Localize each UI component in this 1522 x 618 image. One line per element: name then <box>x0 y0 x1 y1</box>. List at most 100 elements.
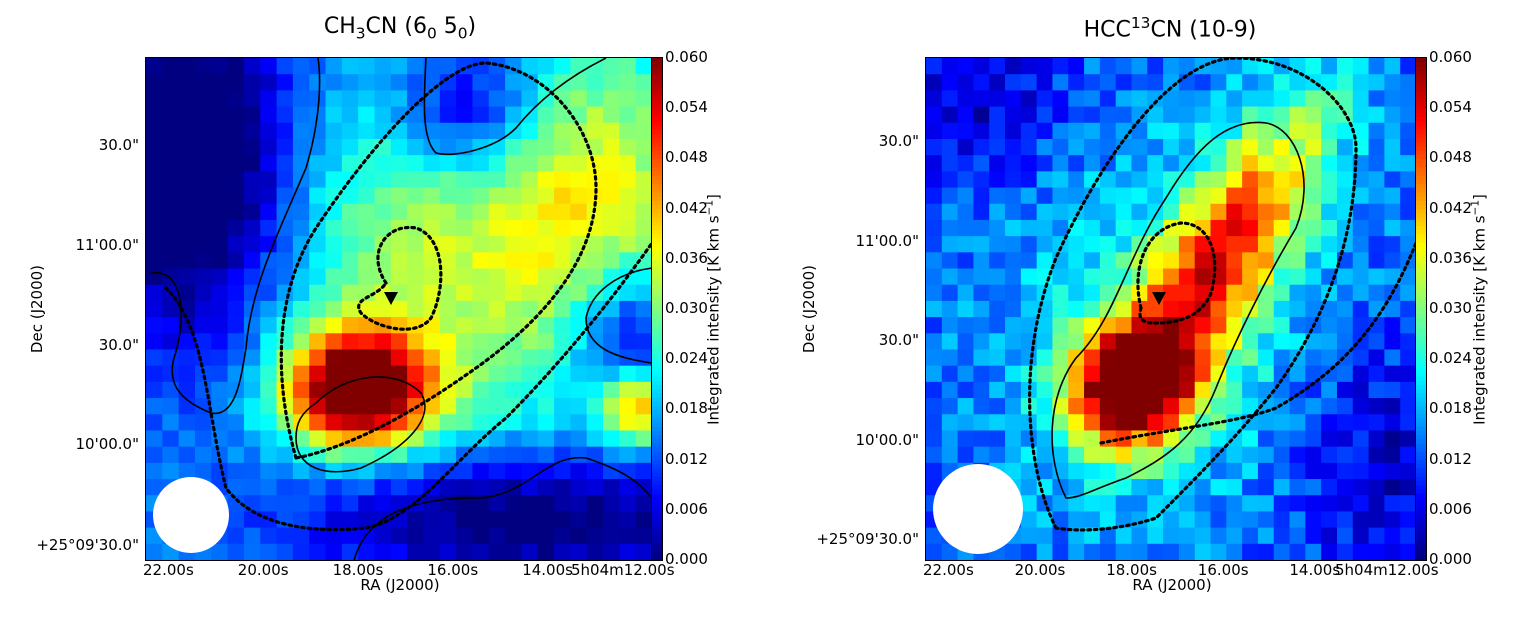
heatmap-cell <box>407 90 425 108</box>
heatmap-cell <box>1084 187 1101 205</box>
heatmap-cell <box>554 138 571 156</box>
heatmap-cell <box>1368 138 1385 156</box>
beam-circle <box>933 464 1023 554</box>
heatmap-cell <box>325 268 343 286</box>
heatmap-cell <box>1400 74 1416 91</box>
heatmap-cell <box>1005 138 1022 156</box>
heatmap-cell <box>374 74 392 91</box>
heatmap-cell <box>227 187 245 205</box>
heatmap-cell <box>146 446 163 464</box>
heatmap-cell <box>309 58 327 75</box>
heatmap-cell <box>374 333 392 351</box>
heatmap-cell <box>423 495 441 513</box>
heatmap-cell <box>570 462 588 480</box>
colorbar-tick-label: 0.018 <box>1429 399 1472 418</box>
heatmap-cell <box>341 219 359 237</box>
heatmap-cell <box>276 333 294 351</box>
heatmap-cell <box>603 219 620 237</box>
heatmap-cell <box>1163 333 1180 351</box>
heatmap-cell <box>194 430 212 448</box>
heatmap-cell <box>1115 219 1133 237</box>
heatmap-cell <box>1052 430 1069 448</box>
heatmap-cell <box>1036 155 1054 172</box>
heatmap-cell <box>374 219 392 237</box>
colorbar-tick-label: 0.060 <box>665 48 708 66</box>
heatmap-cell <box>570 365 588 383</box>
heatmap-cell <box>146 74 163 91</box>
heatmap-cell <box>1052 171 1069 189</box>
heatmap-cell <box>1036 398 1054 415</box>
heatmap-cell <box>1020 527 1038 545</box>
heatmap-cell <box>1242 511 1259 529</box>
heatmap-cell <box>390 462 408 480</box>
heatmap-cell <box>1099 138 1117 156</box>
heatmap-cell <box>1147 414 1164 432</box>
heatmap-cell <box>1194 268 1212 286</box>
heatmap-cell <box>292 106 310 124</box>
heatmap-cell <box>973 171 990 189</box>
heatmap-cell <box>423 365 441 383</box>
heatmap-cell <box>1099 430 1117 448</box>
heatmap-cell <box>1036 446 1054 464</box>
heatmap-cell <box>554 495 571 513</box>
heatmap-cell <box>1257 155 1275 172</box>
heatmap-cell <box>472 187 490 205</box>
heatmap-cell <box>1210 381 1227 399</box>
colorbar-segment <box>652 204 662 210</box>
heatmap-cell <box>1368 365 1385 383</box>
heatmap-cell <box>926 365 943 383</box>
heatmap-cell <box>260 268 278 286</box>
heatmap-cell <box>260 446 278 464</box>
heatmap-cell <box>1368 414 1385 432</box>
heatmap-cell <box>162 74 180 91</box>
heatmap-cell <box>162 462 180 480</box>
heatmap-cell <box>521 300 539 318</box>
heatmap-cell <box>603 365 620 383</box>
heatmap-cell <box>1099 317 1117 334</box>
colorbar-segment <box>1416 392 1426 398</box>
heatmap-cell <box>1289 252 1306 270</box>
heatmap-cell <box>390 90 408 108</box>
heatmap-cell <box>537 58 555 75</box>
heatmap-cell <box>1242 495 1259 513</box>
heatmap-cell <box>1178 187 1196 205</box>
heatmap-cell <box>1226 58 1243 75</box>
heatmap-cell <box>1068 252 1085 270</box>
heatmap-cell <box>1068 284 1085 302</box>
heatmap-cell <box>1068 122 1085 140</box>
heatmap-cell <box>1368 203 1385 221</box>
heatmap-cell <box>243 122 261 140</box>
heatmap-cell <box>358 106 376 124</box>
colorbar-segment <box>652 355 662 360</box>
heatmap-cell <box>309 511 327 529</box>
heatmap-cell <box>635 58 652 75</box>
heatmap-cell <box>456 543 474 560</box>
heatmap-cell <box>570 155 588 172</box>
heatmap-cell <box>1226 300 1243 318</box>
heatmap-cell <box>390 495 408 513</box>
heatmap-cell <box>374 479 392 496</box>
heatmap-cell <box>554 414 571 432</box>
colorbar-segment <box>652 405 662 410</box>
heatmap-cell <box>488 171 506 189</box>
heatmap-cell <box>1099 511 1117 529</box>
heatmap-cell <box>456 252 474 270</box>
heatmap-cell <box>276 495 294 513</box>
heatmap-cell <box>1178 90 1196 108</box>
heatmap-cell <box>358 268 376 286</box>
colorbar-segment <box>652 133 662 139</box>
colorbar-segment <box>1416 87 1426 93</box>
heatmap-cell <box>1068 106 1085 124</box>
colorbar-segment <box>1416 363 1426 369</box>
heatmap-cell <box>1005 543 1022 560</box>
heatmap-cell <box>1400 219 1416 237</box>
heatmap-cell <box>926 122 943 140</box>
heatmap-cell <box>989 219 1006 237</box>
heatmap-cell <box>194 90 212 108</box>
heatmap-cell <box>260 187 278 205</box>
heatmap-cell <box>309 381 327 399</box>
colorbar-segment <box>1416 95 1426 101</box>
heatmap-cell <box>309 333 327 351</box>
colorbar-segment <box>652 380 662 385</box>
heatmap-cell <box>227 511 245 529</box>
